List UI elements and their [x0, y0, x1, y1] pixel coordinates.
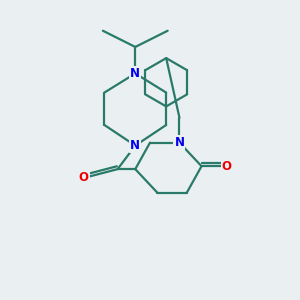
- Text: O: O: [79, 172, 89, 184]
- Text: N: N: [130, 67, 140, 80]
- Text: O: O: [222, 160, 232, 173]
- Text: N: N: [174, 136, 184, 149]
- Text: N: N: [130, 139, 140, 152]
